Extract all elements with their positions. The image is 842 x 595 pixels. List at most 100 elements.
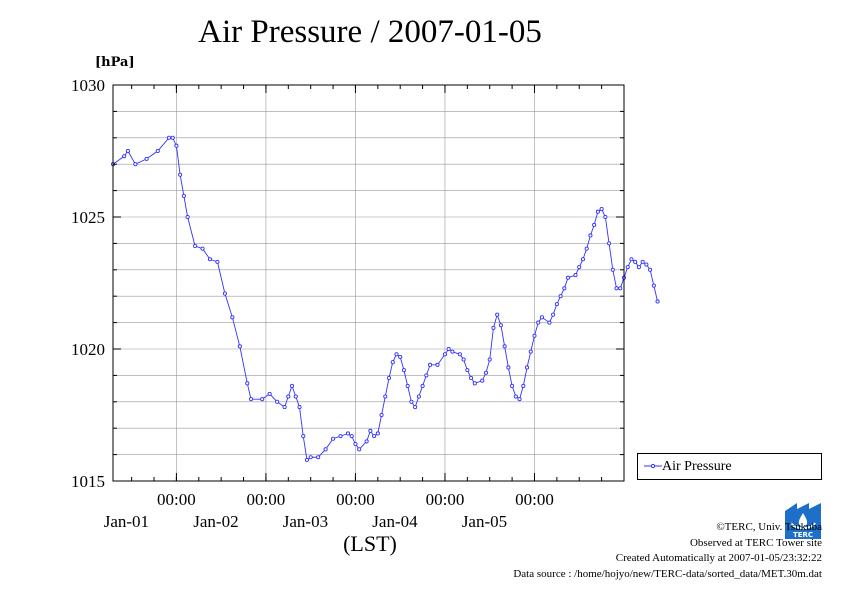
chart-title: Air Pressure / 2007-01-05 — [198, 14, 542, 50]
data-point — [633, 259, 638, 264]
data-point — [174, 143, 179, 148]
x-tick-time-label: 00:00 — [247, 490, 286, 509]
series-line — [112, 137, 659, 461]
data-point — [122, 154, 127, 159]
y-tick-label: 1015 — [71, 472, 105, 491]
data-point — [629, 257, 634, 262]
data-point — [248, 397, 254, 402]
data-point — [442, 352, 448, 357]
data-point — [457, 352, 462, 357]
data-point — [551, 312, 556, 317]
x-axis-label: (LST) — [343, 531, 397, 556]
copyright-text: ©TERC, Univ. Tsukuba — [716, 521, 822, 533]
data-point — [595, 209, 600, 214]
data-point — [155, 148, 160, 154]
data-point — [401, 368, 406, 373]
x-tick-date-label: Jan-03 — [283, 512, 328, 531]
data-point — [368, 428, 373, 433]
data-point — [345, 431, 351, 436]
y-tick-label: 1025 — [71, 208, 105, 227]
data-point — [625, 265, 630, 270]
data-point — [472, 381, 477, 386]
data-point — [655, 299, 660, 304]
data-point — [286, 394, 291, 399]
data-point — [495, 312, 500, 317]
data-point — [405, 383, 410, 389]
data-point — [603, 214, 608, 220]
data-point — [420, 383, 425, 389]
x-tick-time-label: 00:00 — [515, 490, 554, 509]
data-point — [308, 455, 313, 460]
data-point — [331, 436, 336, 441]
data-point — [640, 259, 645, 264]
data-point — [599, 207, 604, 212]
data-point — [267, 391, 272, 396]
data-point — [517, 397, 522, 402]
data-point — [390, 360, 395, 365]
x-tick-date-label: Jan-05 — [462, 512, 507, 531]
data-point — [592, 222, 597, 227]
series-air-pressure — [110, 135, 660, 462]
data-point — [133, 162, 138, 167]
data-point — [651, 283, 656, 288]
data-point — [316, 455, 321, 460]
data-point — [301, 434, 306, 439]
data-point — [588, 233, 593, 238]
y-unit-label: [hPa] — [95, 55, 135, 70]
data-point — [528, 349, 533, 354]
data-point — [510, 383, 515, 389]
grid-lines — [113, 84, 624, 482]
data-point — [230, 315, 235, 320]
data-point — [178, 172, 183, 177]
data-point — [275, 399, 280, 404]
data-point — [215, 259, 220, 264]
data-point — [554, 302, 559, 307]
data-point — [547, 320, 552, 325]
data-point — [610, 267, 615, 272]
data-point — [409, 399, 414, 404]
x-tick-date-label: Jan-01 — [104, 512, 149, 531]
data-point — [487, 357, 492, 362]
data-point — [573, 273, 578, 278]
x-tick-time-label: 00:00 — [157, 490, 196, 509]
data-point — [480, 378, 485, 383]
x-tick-date-label: Jan-02 — [193, 512, 238, 531]
data-point — [323, 447, 328, 452]
data-point — [491, 325, 496, 330]
data-point — [648, 267, 653, 272]
data-point — [200, 246, 205, 251]
data-point — [297, 405, 302, 410]
x-tick-date-label: Jan-04 — [372, 512, 418, 531]
data-point — [375, 431, 380, 436]
data-point — [446, 346, 451, 352]
data-point — [394, 352, 399, 357]
source-text: Data source : /home/hojyo/new/TERC-data/… — [513, 567, 822, 580]
data-point — [125, 148, 130, 154]
legend-swatch-icon — [644, 463, 662, 469]
data-point — [607, 241, 612, 246]
x-tick-time-label: 00:00 — [336, 490, 375, 509]
data-point — [379, 412, 384, 418]
data-point — [562, 286, 567, 291]
data-point — [222, 291, 227, 296]
data-point — [357, 447, 362, 452]
data-point — [580, 257, 586, 262]
data-point — [245, 381, 250, 386]
axis-ticks — [113, 84, 625, 482]
data-point — [282, 405, 287, 410]
y-tick-label: 1020 — [71, 340, 105, 359]
data-point — [386, 375, 392, 381]
data-point — [413, 405, 418, 410]
axis-tick-labels: 1015 1020 1025 1030 00:00 Jan-01 00:00 Jan-02 00… — [71, 76, 554, 531]
x-tick-time-label: 00:00 — [426, 490, 465, 509]
data-point — [289, 383, 295, 389]
plot-frame — [112, 84, 625, 482]
data-point — [558, 294, 563, 299]
data-point — [353, 441, 358, 447]
data-point — [304, 457, 310, 462]
data-point — [506, 365, 511, 370]
data-point — [483, 370, 489, 375]
data-point — [450, 349, 455, 354]
created-text: Created Automatically at 2007-01-05/23:3… — [615, 552, 822, 564]
data-point — [644, 262, 649, 267]
